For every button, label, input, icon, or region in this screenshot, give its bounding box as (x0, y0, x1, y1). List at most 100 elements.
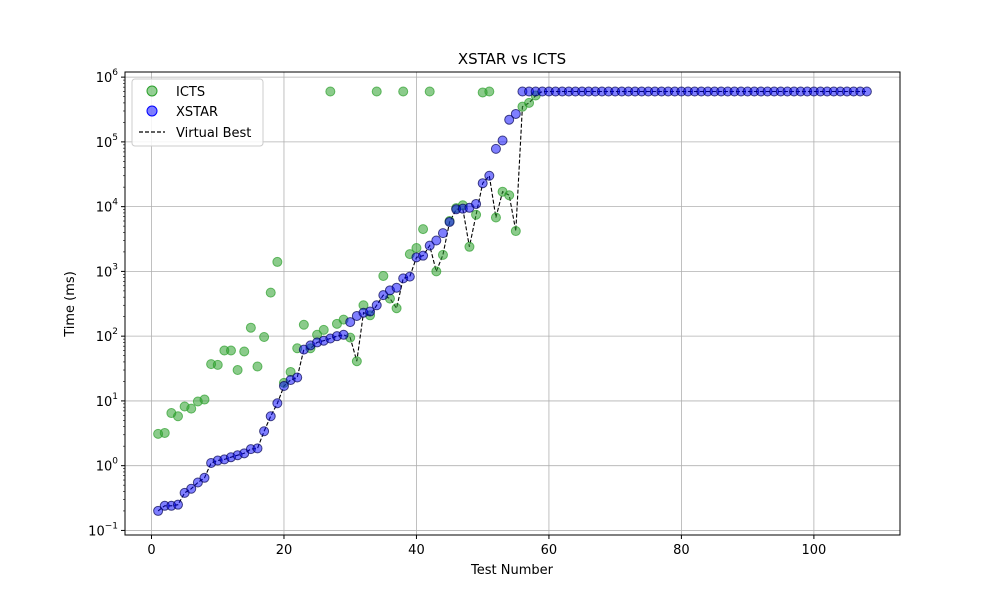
icts-point (431, 266, 442, 277)
icts-point (411, 242, 422, 253)
y-tick-label-exponent: 1 (112, 392, 118, 402)
y-tick-label-base: 10 (96, 265, 113, 280)
icts-point (325, 86, 336, 97)
y-tick-label-exponent: 0 (112, 457, 118, 467)
x-axis-ticks: 0 20 40 60 80 100 (147, 535, 826, 558)
xstar-point (338, 329, 349, 340)
icts-point (378, 270, 389, 281)
y-tick-label-exponent: 5 (112, 133, 118, 143)
icts-point (172, 411, 183, 422)
xstar-point (252, 443, 263, 454)
xstar-point (365, 306, 376, 317)
legend-icts-label: ICTS (176, 85, 205, 100)
chart-title: XSTAR vs ICTS (458, 50, 566, 68)
icts-point (252, 361, 263, 372)
xstar-point (510, 108, 521, 119)
xstar-point (490, 143, 501, 154)
y-tick-label-base: 10 (96, 330, 113, 345)
xstar-point (471, 198, 482, 209)
xstar-point (504, 114, 515, 125)
xstar-point (345, 317, 356, 328)
xstar-point (497, 135, 508, 146)
xstar-point (444, 216, 455, 227)
y-tick-label: 100 (96, 457, 119, 475)
x-axis-label: Test Number (470, 563, 554, 578)
icts-point (239, 346, 250, 357)
y-tick-label: 105 (96, 133, 118, 151)
icts-point (199, 394, 210, 405)
x-tick-label: 0 (147, 543, 155, 558)
icts-point (351, 356, 362, 367)
y-axis-label: Time (ms) (63, 271, 78, 338)
icts-point (490, 212, 501, 223)
icts-point (265, 287, 276, 298)
icts-point (524, 97, 535, 108)
x-tick-label: 60 (541, 543, 558, 558)
icts-point (232, 365, 243, 376)
y-tick-label-exponent: 3 (112, 262, 118, 272)
legend: ICTS XSTAR Virtual Best (131, 78, 264, 147)
xstar-point (418, 250, 429, 261)
xstar-point (265, 411, 276, 422)
xstar-point (861, 86, 872, 97)
legend-xstar-label: XSTAR (176, 105, 218, 120)
icts-point (471, 209, 482, 220)
plot-frame (124, 71, 901, 536)
xstar-point (186, 483, 197, 494)
y-tick-label: 106 (96, 68, 119, 86)
xstar-point (484, 170, 495, 181)
xstar-point (424, 240, 435, 251)
y-tick-label-exponent: −1 (105, 521, 118, 531)
xstar-point (172, 499, 183, 510)
icts-point (159, 427, 170, 438)
icts-point (437, 249, 448, 260)
y-tick-label: 102 (96, 327, 118, 345)
icts-point (186, 403, 197, 414)
x-tick-label: 40 (408, 543, 425, 558)
y-tick-label-base: 10 (96, 201, 113, 216)
y-tick-label-base: 10 (96, 71, 113, 86)
x-tick-label: 100 (801, 543, 826, 558)
x-tick-label: 80 (673, 543, 690, 558)
x-tick-label: 20 (276, 543, 293, 558)
icts-point (272, 256, 283, 267)
icts-point (371, 86, 382, 97)
xstar-point (278, 380, 289, 391)
icts-point (212, 359, 223, 370)
xstar-point (431, 235, 442, 246)
legend-icts-marker (146, 85, 158, 97)
icts-point (424, 86, 435, 97)
icts-point (510, 226, 521, 237)
y-tick-label-exponent: 4 (112, 198, 118, 208)
icts-point (318, 324, 329, 335)
xstar-points-layer (153, 86, 872, 516)
xstar-point (404, 271, 415, 282)
y-tick-label: 10−1 (88, 521, 118, 539)
icts-point (504, 190, 515, 201)
xstar-point (259, 426, 270, 437)
xstar-point (199, 472, 210, 483)
icts-point (298, 319, 309, 330)
legend-virtual-best-label: Virtual Best (176, 126, 251, 141)
xstar-point (437, 228, 448, 239)
xstar-point (153, 505, 164, 516)
xstar-point (391, 282, 402, 293)
xstar-point (378, 290, 389, 301)
y-tick-label-base: 10 (96, 395, 113, 410)
legend-box (131, 78, 264, 147)
y-tick-label-base: 10 (88, 524, 105, 539)
y-tick-label-exponent: 6 (112, 68, 118, 78)
icts-point (245, 322, 256, 333)
xstar-point (272, 398, 283, 409)
icts-point (398, 86, 409, 97)
y-tick-label: 104 (96, 198, 119, 216)
grid (125, 72, 900, 535)
xstar-point (292, 372, 303, 383)
icts-point (391, 303, 402, 314)
icts-point (225, 345, 236, 356)
icts-point (464, 241, 475, 252)
y-tick-label: 101 (96, 392, 118, 410)
icts-point (418, 224, 429, 235)
y-tick-label-base: 10 (96, 460, 113, 475)
